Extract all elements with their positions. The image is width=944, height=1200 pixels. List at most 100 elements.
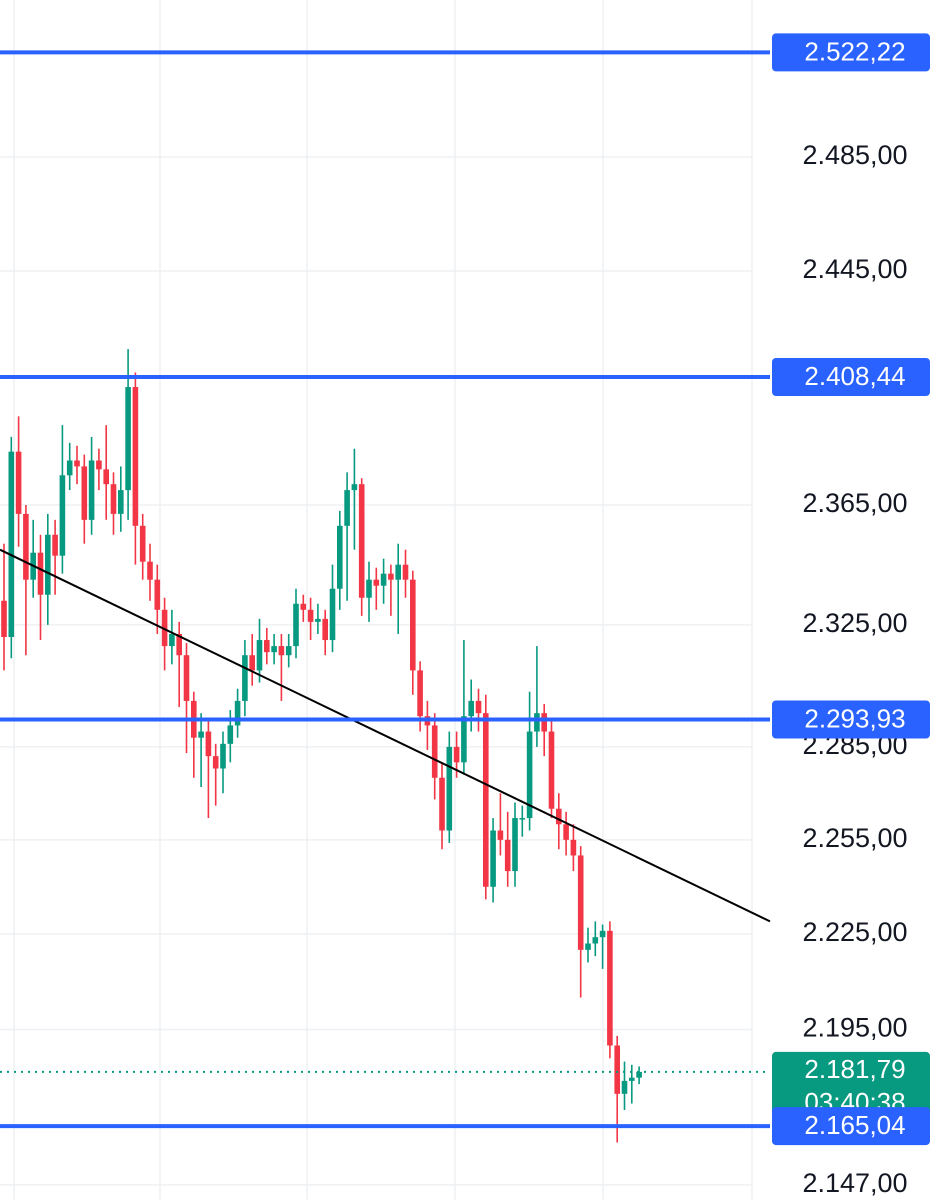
candle-body: [154, 579, 161, 610]
candle-body: [563, 824, 569, 840]
candle-body: [388, 573, 394, 580]
candle-body: [512, 818, 518, 872]
level-badge: [772, 700, 930, 739]
candle-body: [15, 451, 22, 514]
candle-body: [446, 746, 453, 831]
candle-body: [212, 756, 219, 769]
candle-body: [81, 466, 88, 520]
y-tick-label: 2.445,00: [802, 254, 907, 284]
candle-body: [366, 579, 372, 598]
candle-body: [410, 579, 416, 671]
candle-body: [161, 609, 168, 647]
candle-body: [278, 646, 285, 656]
candle-body: [373, 579, 380, 586]
candle-body: [8, 451, 15, 638]
candle-body: [256, 640, 263, 671]
candle-body: [439, 777, 445, 831]
y-tick-label: 2.325,00: [802, 608, 907, 638]
y-tick-label: 2.365,00: [802, 488, 907, 518]
y-tick-label: 2.195,00: [802, 1013, 907, 1043]
candle-body: [504, 839, 511, 872]
candle-body: [344, 490, 350, 526]
y-tick-label: 2.255,00: [802, 823, 907, 853]
candle-body: [541, 713, 547, 732]
candle-body: [139, 525, 146, 562]
candle-body: [293, 603, 299, 647]
candle-body: [497, 830, 504, 840]
candle-body: [380, 573, 387, 586]
candle-body: [329, 588, 336, 641]
candle-body: [351, 484, 358, 491]
candle-body: [585, 943, 591, 950]
candle-body: [322, 618, 328, 641]
candle-body: [169, 633, 175, 647]
y-tick-label: 2.485,00: [802, 140, 907, 170]
candle-body: [519, 818, 526, 820]
candle-body: [103, 469, 109, 485]
candle-body: [1, 600, 7, 638]
y-tick-label: 2.225,00: [802, 917, 907, 947]
trend-line: [0, 548, 771, 923]
candle-body: [592, 937, 599, 944]
candle-body: [23, 513, 29, 580]
candle-body: [358, 484, 365, 598]
candle-body: [183, 655, 190, 701]
candle-body: [621, 1080, 628, 1094]
y-tick-label: 2.147,00: [802, 1168, 907, 1198]
candle-body: [249, 655, 255, 671]
candle-body: [45, 534, 51, 595]
candle-body: [483, 713, 489, 887]
candle-body: [52, 534, 58, 556]
candle-body: [220, 743, 226, 769]
candle-body: [59, 475, 66, 556]
candle-body: [468, 700, 474, 717]
candle-body: [176, 633, 182, 656]
level-label: 2.408,44: [804, 361, 905, 391]
candle-body: [271, 646, 277, 653]
candle-body: [402, 564, 409, 580]
level-label: 2.522,22: [804, 36, 905, 66]
candle-body: [475, 700, 482, 714]
candle-body: [110, 484, 117, 514]
last-price-badge: [772, 1051, 930, 1124]
candle-body: [88, 460, 95, 520]
candle-body: [227, 725, 234, 744]
level-badge: [772, 357, 930, 396]
candle-body: [431, 725, 438, 778]
candle-body: [629, 1077, 635, 1081]
candle-body: [395, 564, 401, 580]
candle-body: [264, 640, 270, 653]
candle-body: [453, 746, 460, 763]
level-label: 2.293,93: [804, 703, 905, 733]
level-badge: [772, 1107, 930, 1146]
last-price-label: 2.181,79: [804, 1054, 905, 1084]
level-badge: [772, 33, 930, 72]
candle-body: [132, 387, 139, 526]
candle-body: [118, 490, 124, 514]
candle-body: [534, 713, 540, 732]
candle-body: [607, 930, 613, 1046]
candle-body: [461, 716, 467, 763]
candle-body: [570, 839, 577, 856]
candle-body: [147, 561, 153, 580]
level-label: 2.165,04: [804, 1110, 905, 1140]
candle-body: [205, 731, 212, 757]
candle-body: [96, 460, 102, 470]
candle-body: [37, 552, 44, 595]
candle-body: [548, 731, 555, 809]
candle-body: [577, 855, 584, 950]
candle-body: [614, 1045, 620, 1094]
candle-body: [74, 460, 80, 467]
candle-body: [417, 670, 423, 717]
candle-body: [66, 460, 73, 476]
candle-body: [526, 731, 533, 819]
candle-body: [242, 655, 248, 701]
candle-body: [198, 731, 204, 738]
candle-body: [337, 525, 343, 589]
candle-body: [285, 646, 292, 656]
candle-body: [234, 700, 241, 726]
candle-body: [300, 603, 307, 610]
candle-body: [490, 830, 496, 887]
candle-body: [636, 1071, 642, 1078]
